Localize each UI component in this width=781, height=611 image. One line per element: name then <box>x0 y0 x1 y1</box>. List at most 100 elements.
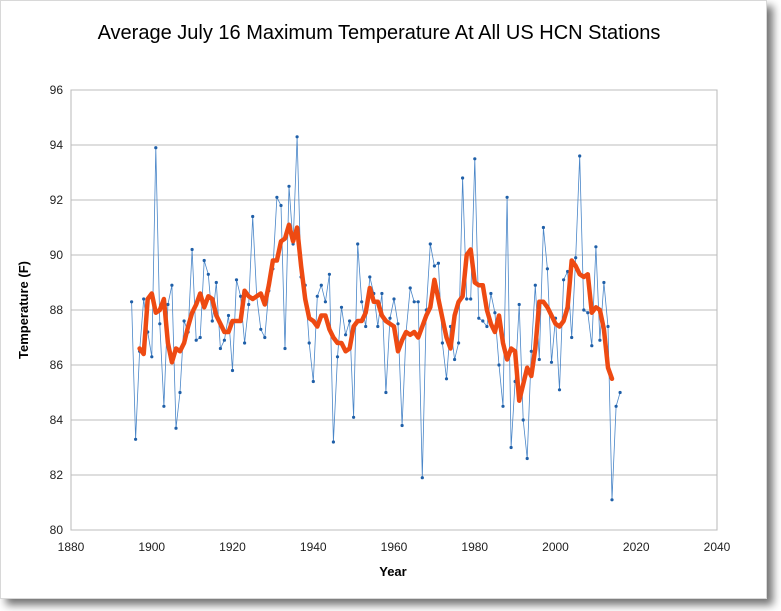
data-point <box>432 264 436 268</box>
data-point <box>400 423 404 428</box>
data-point <box>461 176 465 180</box>
data-point <box>222 338 226 342</box>
x-axis-label: Year <box>379 564 406 579</box>
data-point <box>380 291 384 296</box>
data-point <box>618 390 622 395</box>
y-tick-label: 82 <box>50 468 64 482</box>
x-tick-label: 1940 <box>300 540 327 554</box>
data-point <box>388 316 392 320</box>
chart-title: Average July 16 Maximum Temperature At A… <box>98 22 661 44</box>
y-tick-label: 94 <box>50 138 64 152</box>
data-point <box>311 379 315 384</box>
data-point <box>521 418 525 422</box>
x-tick-labels: 1880 1900 1920 1940 1960 1980 2000 2020 2040 <box>58 540 731 554</box>
data-point <box>436 261 440 265</box>
data-point <box>517 302 521 307</box>
data-point <box>198 335 202 340</box>
data-point <box>307 341 311 345</box>
data-point <box>142 297 146 301</box>
x-tick-label: 1960 <box>381 540 408 554</box>
data-point <box>226 313 231 318</box>
y-tick-label: 84 <box>50 413 64 427</box>
x-tick-label: 1880 <box>58 540 85 554</box>
data-point <box>162 404 166 408</box>
data-point <box>489 291 493 296</box>
data-point <box>392 297 396 301</box>
data-point <box>582 308 586 312</box>
data-point <box>287 184 291 188</box>
data-point <box>158 322 162 326</box>
data-point <box>473 157 477 161</box>
data-point <box>214 280 218 285</box>
data-point <box>190 247 194 252</box>
data-point <box>525 456 529 461</box>
data-point <box>574 256 578 260</box>
data-point <box>206 272 210 276</box>
data-point <box>348 319 352 323</box>
data-point <box>134 437 138 441</box>
data-point <box>606 324 610 329</box>
data-point <box>396 322 400 326</box>
data-point <box>412 300 416 304</box>
data-point <box>239 294 243 298</box>
data-point <box>408 286 412 290</box>
chart-frame: Average July 16 Maximum Temperature At A… <box>0 0 767 599</box>
data-point <box>247 302 251 307</box>
data-point <box>481 319 485 323</box>
annual-series-line <box>131 136 621 500</box>
y-tick-label: 96 <box>50 83 64 97</box>
data-point <box>566 269 570 274</box>
data-point <box>485 324 489 329</box>
series-layer <box>130 135 622 502</box>
data-point <box>428 242 432 246</box>
data-point <box>331 440 335 444</box>
data-point <box>202 258 206 263</box>
data-point <box>344 333 348 337</box>
data-point <box>356 242 360 246</box>
data-point <box>469 297 473 301</box>
data-point <box>194 338 198 342</box>
data-point <box>170 283 174 287</box>
data-point <box>275 195 279 199</box>
data-point <box>557 388 562 392</box>
data-point <box>327 272 331 276</box>
data-point <box>602 280 606 285</box>
data-point <box>376 324 380 329</box>
data-point <box>295 135 299 139</box>
x-tick-label: 1900 <box>138 540 165 554</box>
data-point <box>150 355 154 359</box>
data-point <box>243 341 247 345</box>
x-tick-label: 2000 <box>542 540 569 554</box>
y-tick-label: 80 <box>50 523 64 537</box>
data-point <box>509 445 513 450</box>
data-point <box>384 390 388 395</box>
x-tick-label: 2020 <box>623 540 650 554</box>
data-point <box>533 283 537 287</box>
smoothed-series-line <box>137 222 615 403</box>
data-point <box>352 415 356 419</box>
data-point <box>549 360 554 364</box>
y-tick-label: 86 <box>50 358 64 372</box>
data-point <box>501 404 505 408</box>
data-point <box>130 300 134 304</box>
data-point <box>614 404 618 408</box>
data-point <box>416 300 420 304</box>
x-tick-label: 2040 <box>704 540 731 554</box>
data-point <box>453 357 457 362</box>
x-tick-label: 1920 <box>219 540 246 554</box>
gridlines <box>71 89 717 531</box>
data-point <box>174 426 178 430</box>
data-point <box>594 245 598 249</box>
data-point <box>279 203 283 208</box>
data-point <box>315 294 319 298</box>
data-point <box>178 390 182 395</box>
data-point <box>457 341 461 345</box>
y-axis-label: Temperature (F) <box>16 261 31 359</box>
y-tick-labels: 80 82 84 86 88 90 92 94 96 <box>50 83 64 537</box>
data-point <box>319 283 323 287</box>
data-point <box>610 498 614 502</box>
data-point <box>218 346 222 351</box>
y-tick-label: 88 <box>50 303 64 317</box>
data-point <box>230 368 235 373</box>
data-point <box>598 338 602 342</box>
